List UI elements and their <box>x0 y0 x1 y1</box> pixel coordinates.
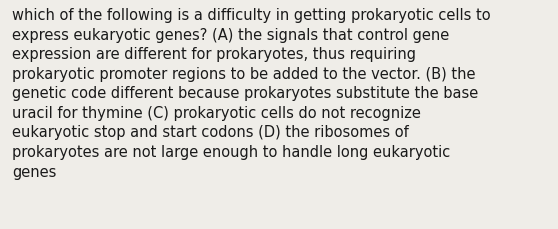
Text: which of the following is a difficulty in getting prokaryotic cells to
express e: which of the following is a difficulty i… <box>12 8 491 179</box>
